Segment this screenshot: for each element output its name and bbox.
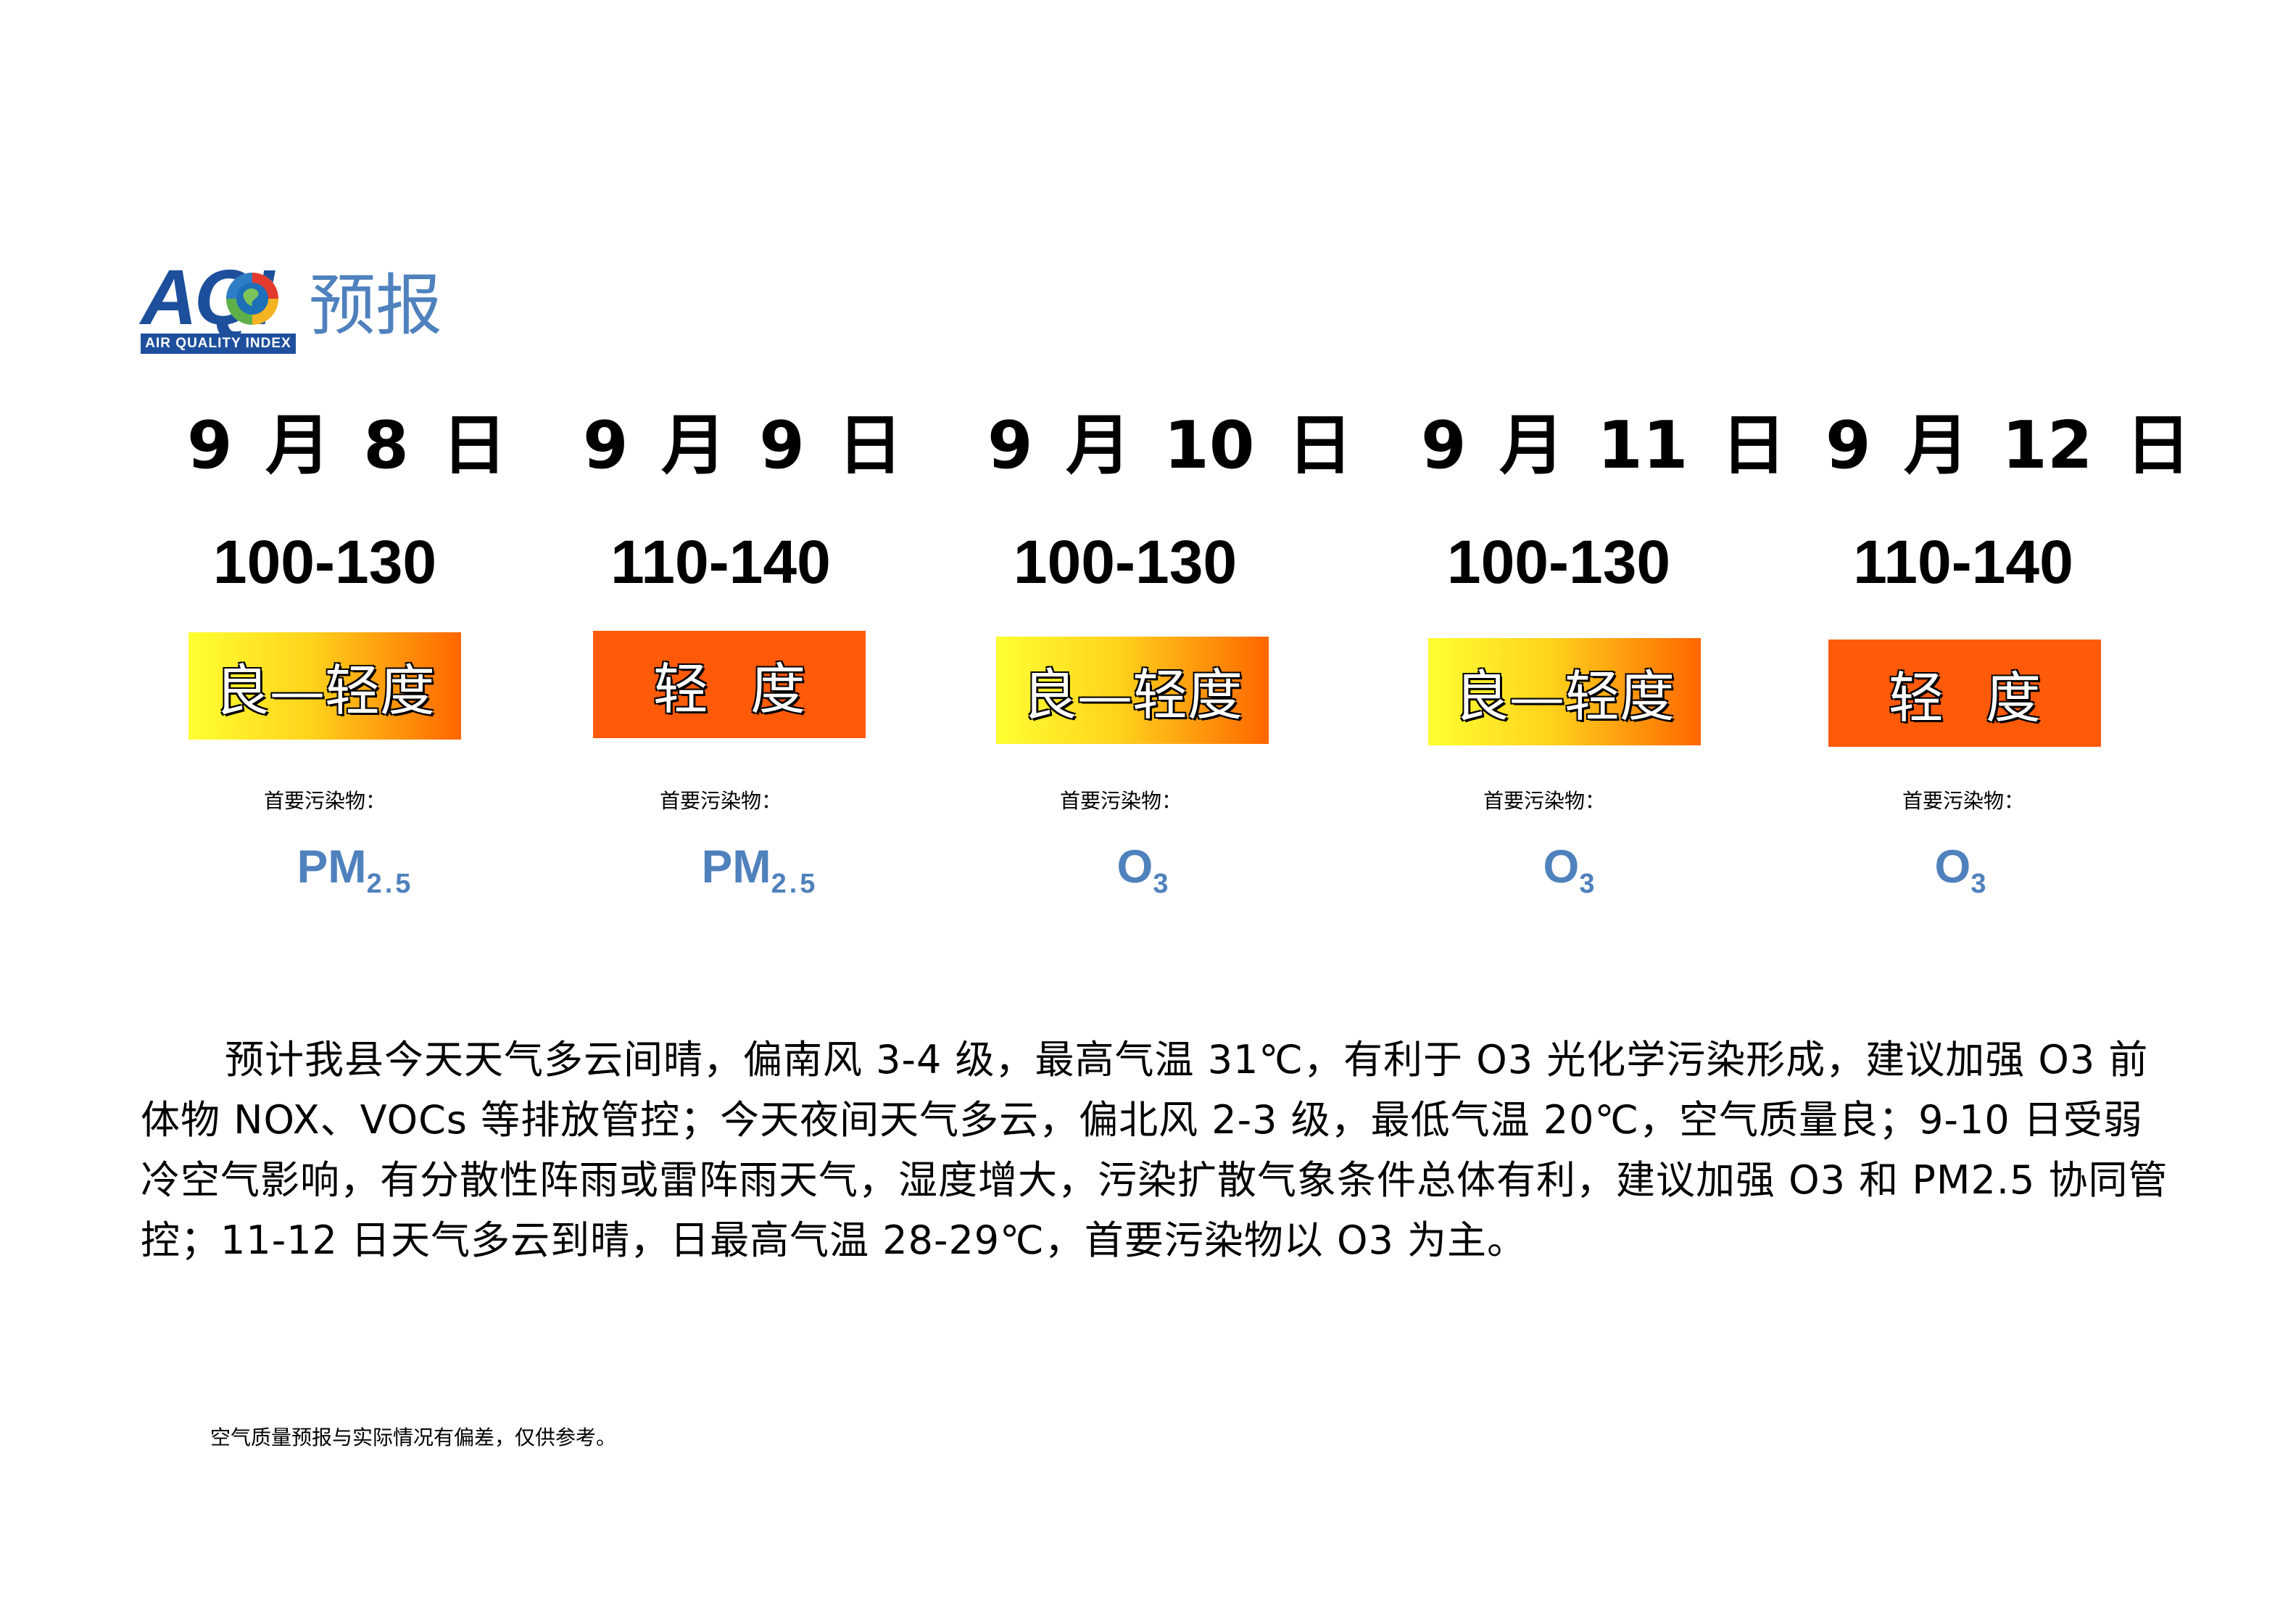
primary-pollutant: O3 <box>1006 834 1282 899</box>
primary-pollutant-label: 首要污染物： <box>1059 789 1182 813</box>
primary-pollutant: O3 <box>1824 834 2100 899</box>
primary-pollutant-label: 首要污染物： <box>263 789 386 813</box>
pollutant-subscript: 3 <box>1153 869 1172 899</box>
pollutant-subscript: 2.5 <box>771 869 818 899</box>
pollutant-subscript: 2.5 <box>366 869 414 899</box>
air-quality-level-badge: 轻 度 <box>1828 640 2101 747</box>
forecast-date: 9 月 8 日 <box>187 407 507 484</box>
pollutant-subscript: 3 <box>1970 869 1989 899</box>
pollutant-main: PM <box>701 840 771 893</box>
air-quality-level-badge: 良—轻度 <box>188 632 461 740</box>
aqi-range: 100-130 <box>1013 528 1238 596</box>
primary-pollutant: PM2.5 <box>217 834 493 899</box>
air-quality-level-badge: 良—轻度 <box>1428 638 1701 745</box>
aqi-range: 110-140 <box>1853 528 2073 596</box>
pollutant-main: O <box>1116 840 1153 893</box>
aqi-range: 110-140 <box>610 528 831 596</box>
air-quality-level-badge: 轻 度 <box>593 631 866 738</box>
pollutant-main: PM <box>297 840 367 893</box>
air-quality-level-badge: 良—轻度 <box>996 637 1269 744</box>
primary-pollutant: PM2.5 <box>622 834 898 899</box>
globe-icon <box>226 273 278 325</box>
forecast-date: 9 月 12 日 <box>1825 407 2191 484</box>
forecast-description: 预计我县今天天气多云间晴，偏南风 3-4 级，最高气温 31℃，有利于 O3 光… <box>141 1037 2168 1263</box>
primary-pollutant-label: 首要污染物： <box>1483 789 1605 813</box>
forecast-date: 9 月 10 日 <box>987 407 1353 484</box>
aqi-range: 100-130 <box>212 528 437 596</box>
primary-pollutant-label: 首要污染物： <box>1902 789 2024 813</box>
disclaimer-note: 空气质量预报与实际情况有偏差，仅供参考。 <box>210 1426 617 1449</box>
primary-pollutant: O3 <box>1433 834 1708 899</box>
pollutant-subscript: 3 <box>1579 869 1598 899</box>
logo-subtitle: AIR QUALITY INDEX <box>141 334 296 354</box>
aqi-range: 100-130 <box>1446 528 1671 596</box>
forecast-date: 9 月 11 日 <box>1421 407 1786 484</box>
forecast-date: 9 月 9 日 <box>583 407 903 484</box>
aqi-logo: AQI AIR QUALITY INDEX 预报 <box>141 258 452 355</box>
pollutant-main: O <box>1934 840 1971 893</box>
primary-pollutant-label: 首要污染物： <box>659 789 782 813</box>
pollutant-main: O <box>1543 840 1580 893</box>
page-title: 预报 <box>309 267 443 344</box>
